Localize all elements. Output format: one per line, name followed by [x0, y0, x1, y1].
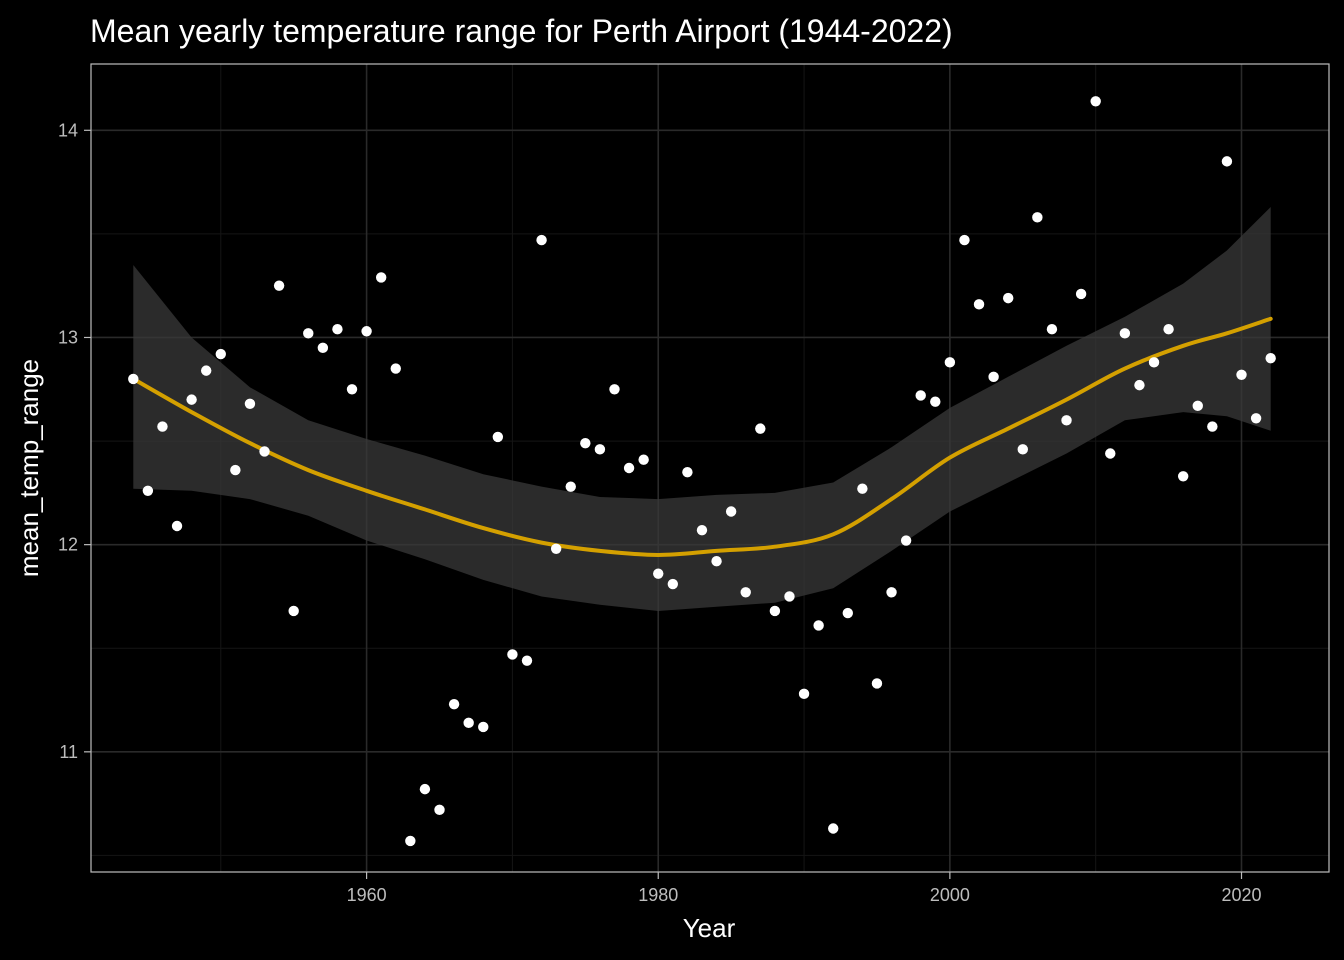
data-point [390, 363, 401, 374]
smooth-line-group [131, 316, 1273, 558]
data-point [215, 348, 226, 360]
data-point [521, 655, 533, 666]
data-point [725, 506, 737, 517]
data-point [828, 823, 839, 834]
data-point [565, 481, 576, 492]
data-point [857, 483, 868, 494]
data-point [332, 323, 343, 335]
data-point [871, 678, 883, 689]
x-axis: 1960 1980 2000 2020 [347, 872, 1262, 905]
chart-title: Mean yearly temperature range for Perth … [90, 13, 953, 49]
data-point [1002, 292, 1014, 304]
x-tick-label: 1960 [347, 885, 387, 905]
data-point [959, 234, 970, 246]
x-tick-label: 1980 [638, 885, 678, 905]
data-point [930, 396, 941, 407]
data-point [186, 394, 197, 405]
data-point [1119, 328, 1131, 339]
data-point [492, 431, 504, 443]
data-point [375, 272, 387, 283]
data-point [784, 591, 795, 602]
y-tick-label: 14 [58, 120, 78, 140]
data-point [478, 721, 489, 733]
data-point [1105, 448, 1116, 459]
data-point [507, 649, 518, 660]
data-point [1075, 288, 1087, 300]
data-point [128, 373, 139, 385]
confidence-band [133, 207, 1271, 611]
data-points [128, 96, 1276, 847]
data-point [1148, 357, 1160, 368]
x-tick-label: 2000 [930, 885, 970, 905]
data-point [886, 587, 897, 598]
data-point [580, 437, 591, 449]
data-point [944, 357, 956, 368]
data-point [1236, 369, 1247, 380]
data-point [755, 423, 766, 434]
data-point [1207, 421, 1218, 432]
data-point [973, 299, 985, 310]
data-point [448, 698, 460, 710]
data-point [623, 462, 635, 474]
data-point [550, 543, 562, 554]
data-point [1192, 400, 1203, 412]
data-point [259, 446, 270, 457]
data-point [157, 421, 168, 432]
data-point [142, 485, 154, 496]
y-tick-label: 11 [59, 742, 78, 762]
x-axis-title: Year [683, 913, 736, 943]
panel-border [90, 63, 1330, 873]
data-point [1017, 444, 1028, 455]
data-point [463, 717, 474, 729]
data-point [1221, 156, 1233, 167]
data-point [740, 587, 751, 598]
y-tick-label: 13 [58, 327, 78, 347]
data-point [288, 605, 299, 617]
y-axis-title: mean_temp_range [14, 359, 44, 577]
data-point [273, 280, 285, 291]
data-point [594, 444, 606, 455]
data-point [419, 783, 431, 795]
data-point [915, 390, 926, 401]
data-point [346, 384, 358, 395]
data-point [988, 371, 999, 383]
smooth-line [131, 316, 1273, 558]
data-point [1061, 415, 1072, 426]
data-point [682, 466, 693, 478]
data-point [1134, 379, 1145, 391]
data-point [696, 524, 708, 536]
data-point [405, 835, 416, 847]
data-point [711, 556, 722, 567]
data-point [769, 605, 781, 617]
data-point [1163, 323, 1174, 335]
confidence-band-area [133, 207, 1271, 611]
data-point [303, 328, 314, 339]
y-axis: 11 12 13 14 [58, 120, 91, 762]
data-point [434, 804, 445, 816]
data-point [171, 520, 183, 532]
data-point [1090, 96, 1101, 107]
data-point [1177, 471, 1189, 482]
data-point [361, 326, 372, 337]
data-point [798, 688, 810, 700]
data-point [638, 454, 649, 465]
data-point [536, 234, 547, 246]
data-point [1046, 323, 1058, 335]
x-tick-label: 2020 [1221, 885, 1261, 905]
y-tick-label: 12 [58, 535, 78, 555]
data-point [200, 365, 212, 376]
data-point [1250, 413, 1262, 424]
data-point [1032, 212, 1043, 223]
data-point [653, 568, 664, 579]
data-point [230, 464, 241, 476]
data-point [900, 535, 912, 546]
data-point [813, 620, 824, 631]
data-point [317, 342, 329, 354]
data-point [1265, 352, 1276, 364]
data-point [667, 578, 679, 590]
data-point [244, 398, 256, 409]
data-point [609, 384, 620, 395]
data-point [842, 607, 853, 619]
